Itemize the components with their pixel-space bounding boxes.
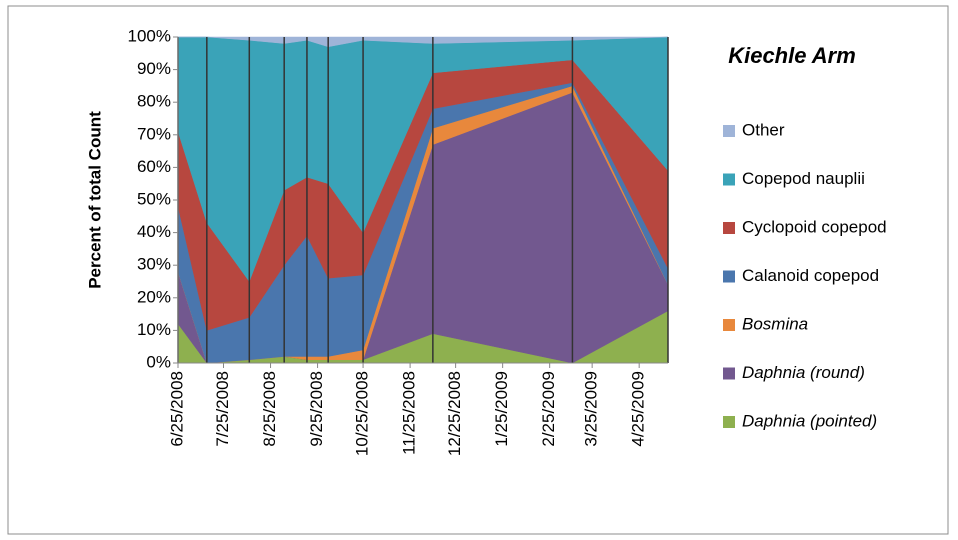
y-tick-label: 60% xyxy=(137,157,171,176)
legend-swatch xyxy=(723,270,735,283)
x-tick-label: 7/25/2008 xyxy=(213,371,232,447)
x-tick-label: 11/25/2008 xyxy=(400,371,419,455)
legend-label: Other xyxy=(742,120,785,139)
x-tick-label: 1/25/2009 xyxy=(492,371,511,447)
x-tick-label: 4/25/2009 xyxy=(629,371,648,447)
y-axis-title: Percent of total Count xyxy=(85,111,104,289)
legend-swatch xyxy=(723,173,735,186)
x-tick-label: 3/25/2009 xyxy=(582,371,601,447)
y-tick-label: 100% xyxy=(128,26,171,45)
y-tick-label: 20% xyxy=(137,287,171,306)
x-tick-label: 12/25/2008 xyxy=(445,371,464,456)
y-tick-label: 10% xyxy=(137,320,171,339)
y-tick-label: 40% xyxy=(137,222,171,241)
legend-swatch xyxy=(723,367,735,380)
legend-swatch xyxy=(723,222,735,234)
x-tick-label: 8/25/2008 xyxy=(260,371,279,447)
x-tick-label: 9/25/2008 xyxy=(307,371,326,447)
chart-title: Kiechle Arm xyxy=(728,43,856,68)
legend-swatch xyxy=(723,319,735,331)
y-tick-label: 80% xyxy=(137,92,171,111)
y-tick-label: 50% xyxy=(137,189,171,208)
y-tick-label: 30% xyxy=(137,255,171,274)
legend-label: Bosmina xyxy=(742,314,808,333)
x-tick-label: 2/25/2009 xyxy=(539,371,558,447)
legend-swatch xyxy=(723,416,735,428)
legend-label: Daphnia (round) xyxy=(742,363,865,382)
y-tick-label: 70% xyxy=(137,124,171,143)
x-tick-label: 6/25/2008 xyxy=(167,371,186,447)
legend-label: Calanoid copepod xyxy=(742,266,879,285)
x-tick-label: 10/25/2008 xyxy=(353,371,372,456)
legend-label: Copepod nauplii xyxy=(742,169,865,188)
y-tick-label: 90% xyxy=(137,59,171,78)
legend-label: Daphnia (pointed) xyxy=(742,411,877,430)
legend-label: Cyclopoid copepod xyxy=(742,217,887,236)
y-tick-label: 0% xyxy=(146,352,171,371)
legend-swatch xyxy=(723,125,735,137)
